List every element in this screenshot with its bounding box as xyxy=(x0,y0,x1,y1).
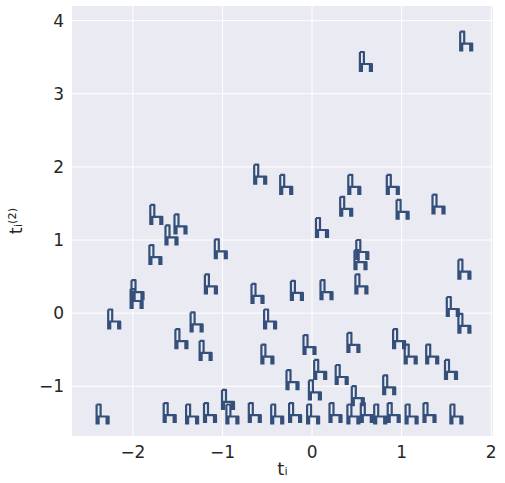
grid-line xyxy=(312,6,313,436)
grid-line xyxy=(72,240,493,241)
point xyxy=(347,405,359,425)
grid-line xyxy=(72,20,493,21)
x-tick-label: −2 xyxy=(120,442,145,462)
x-tick-label: −1 xyxy=(210,442,235,462)
point xyxy=(314,360,326,380)
chart: −2 −1 0 1 2 −1 0 1 2 3 4 tᵢ tᵢ⁽²⁾ xyxy=(0,0,505,483)
point xyxy=(424,403,436,423)
points xyxy=(97,32,473,425)
grid-line xyxy=(491,6,492,436)
point xyxy=(426,345,438,365)
point xyxy=(204,403,216,423)
point xyxy=(340,197,352,217)
point xyxy=(433,195,445,215)
x-axis-title: tᵢ xyxy=(277,458,287,479)
point xyxy=(164,403,176,423)
point xyxy=(132,280,144,300)
x-tick-label: 1 xyxy=(396,442,407,462)
point xyxy=(360,52,372,72)
point xyxy=(355,274,367,294)
point xyxy=(150,205,162,225)
point xyxy=(460,32,472,52)
point xyxy=(445,360,457,380)
point xyxy=(393,329,405,349)
grid-line xyxy=(72,93,493,94)
point xyxy=(261,345,273,365)
y-tick-label: 1 xyxy=(53,230,64,250)
x-tick-label: 0 xyxy=(307,442,318,462)
point xyxy=(316,218,328,238)
point xyxy=(191,312,203,332)
point xyxy=(374,405,386,425)
point xyxy=(108,310,120,330)
point xyxy=(131,289,143,309)
grid-line xyxy=(401,6,402,436)
point xyxy=(254,165,266,185)
point xyxy=(406,405,418,425)
point xyxy=(352,386,364,406)
point xyxy=(458,314,470,334)
point xyxy=(450,405,462,425)
point xyxy=(291,281,303,301)
grid-line xyxy=(132,6,133,436)
point xyxy=(252,284,264,304)
point xyxy=(321,280,333,300)
point xyxy=(249,403,261,423)
point xyxy=(186,405,198,425)
point xyxy=(330,403,342,423)
point xyxy=(387,175,399,195)
point xyxy=(383,375,395,395)
plot-area xyxy=(72,6,493,436)
point xyxy=(336,365,348,385)
grid-line xyxy=(222,6,223,436)
y-tick-label: 2 xyxy=(53,157,64,177)
point xyxy=(205,274,217,294)
point xyxy=(447,297,459,317)
grid-line xyxy=(72,386,493,387)
point xyxy=(458,260,470,280)
point xyxy=(271,405,283,425)
y-tick-label: 3 xyxy=(53,84,64,104)
point xyxy=(309,380,321,400)
point xyxy=(264,310,276,330)
grid-line xyxy=(72,166,493,167)
point xyxy=(307,405,319,425)
point xyxy=(200,341,212,361)
x-tick-label: 2 xyxy=(486,442,497,462)
point xyxy=(97,405,109,425)
point xyxy=(304,335,316,355)
point xyxy=(149,245,161,265)
point xyxy=(388,403,400,423)
y-tick-label: −1 xyxy=(39,376,64,396)
point xyxy=(215,239,227,259)
point xyxy=(222,390,234,410)
y-axis-title: tᵢ⁽²⁾ xyxy=(5,208,26,234)
grid-line xyxy=(72,313,493,314)
point xyxy=(356,240,368,260)
point xyxy=(175,214,187,234)
point xyxy=(287,370,299,390)
point xyxy=(289,403,301,423)
point xyxy=(347,333,359,353)
point xyxy=(405,345,417,365)
point xyxy=(280,175,292,195)
y-tick-label: 4 xyxy=(53,11,64,31)
point xyxy=(175,329,187,349)
point xyxy=(397,200,409,220)
point xyxy=(348,175,360,195)
y-tick-label: 0 xyxy=(53,303,64,323)
